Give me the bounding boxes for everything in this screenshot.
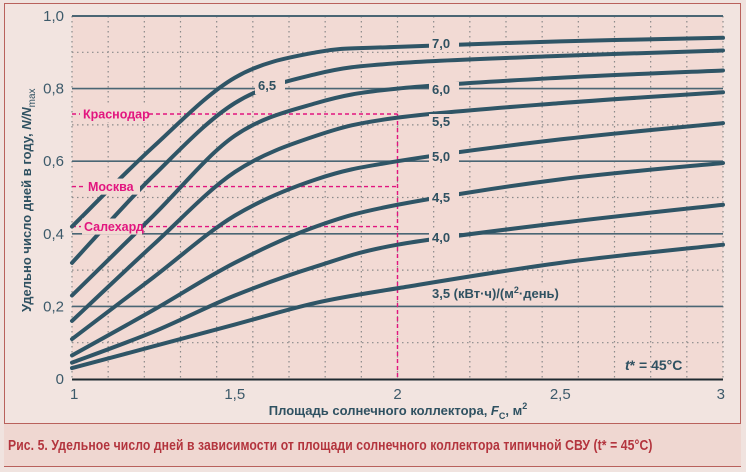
curve-label-bg bbox=[429, 82, 459, 98]
curve-label: 6,0 bbox=[432, 82, 450, 97]
y-tick-label: 1,0 bbox=[43, 8, 64, 25]
caption-band bbox=[4, 424, 741, 467]
curve-label-bg bbox=[429, 149, 459, 165]
x-tick-label: 2,5 bbox=[550, 386, 571, 403]
reference-label: Краснодар bbox=[83, 108, 150, 122]
x-tick-label: 1,5 bbox=[224, 386, 245, 403]
curve-label: 3,5 (кВт·ч)/(м2·день) bbox=[432, 285, 559, 301]
temperature-annotation: t* = 45°C bbox=[625, 357, 682, 373]
y-tick-label: 0,6 bbox=[43, 153, 64, 170]
curve-4-0 bbox=[70, 202, 725, 365]
curve-5-5 bbox=[70, 90, 725, 323]
label-gap bbox=[81, 106, 149, 123]
figure-caption: Рис. 5. Удельное число дней в зависимост… bbox=[8, 438, 653, 454]
curve-label-bg bbox=[429, 230, 459, 246]
curve-label-bg bbox=[429, 114, 459, 130]
curve-label: 4,0 bbox=[432, 230, 450, 245]
curve-label: 5,0 bbox=[432, 149, 450, 164]
curve-label: 7,0 bbox=[432, 36, 450, 51]
label-gap bbox=[86, 178, 140, 195]
curve-3-5 bbox=[70, 242, 725, 371]
curve-label: 4,5 bbox=[432, 190, 450, 205]
curve-label: 6,5 bbox=[258, 78, 276, 93]
curve-label-bg bbox=[429, 286, 577, 302]
reference-label: Москва bbox=[88, 180, 135, 194]
curve-6-5 bbox=[70, 48, 725, 265]
curve-label-bg bbox=[429, 36, 459, 52]
x-tick-label: 2 bbox=[393, 386, 401, 403]
reference-label: Салехард bbox=[84, 220, 144, 234]
x-axis-title: Площадь солнечного коллектора, FC, м2 bbox=[269, 401, 527, 421]
curve-label-bg bbox=[255, 78, 285, 94]
y-tick-label: 0,4 bbox=[43, 226, 64, 243]
y-axis-ticks: 0 0,2 0,4 0,6 0,8 1,0 bbox=[43, 8, 64, 388]
curve-label: 5,5 bbox=[432, 114, 450, 129]
curve-labels: 7,0 6,5 6,0 5,5 5,0 4,5 4,0 3,5 (кВт·ч)/(м2·ден… bbox=[255, 36, 577, 302]
y-tick-label: 0,2 bbox=[43, 298, 64, 315]
curves: Краснодар Москва Салехард bbox=[70, 35, 725, 371]
curve-5-0 bbox=[70, 121, 725, 342]
y-axis-title: Удельно число дней в году, N/Nmax bbox=[19, 88, 38, 312]
x-tick-label: 3 bbox=[717, 386, 725, 403]
x-axis-ticks: 1 1,5 2 2,5 3 bbox=[70, 386, 725, 403]
label-gap bbox=[82, 218, 142, 235]
curve-label-bg bbox=[429, 190, 459, 206]
curve-7-0 bbox=[70, 35, 725, 229]
y-tick-label: 0 bbox=[56, 371, 64, 388]
x-tick-label: 1 bbox=[70, 386, 78, 403]
y-tick-label: 0,8 bbox=[43, 81, 64, 98]
curve-4-5 bbox=[70, 161, 725, 358]
curve-6-0 bbox=[70, 68, 725, 298]
